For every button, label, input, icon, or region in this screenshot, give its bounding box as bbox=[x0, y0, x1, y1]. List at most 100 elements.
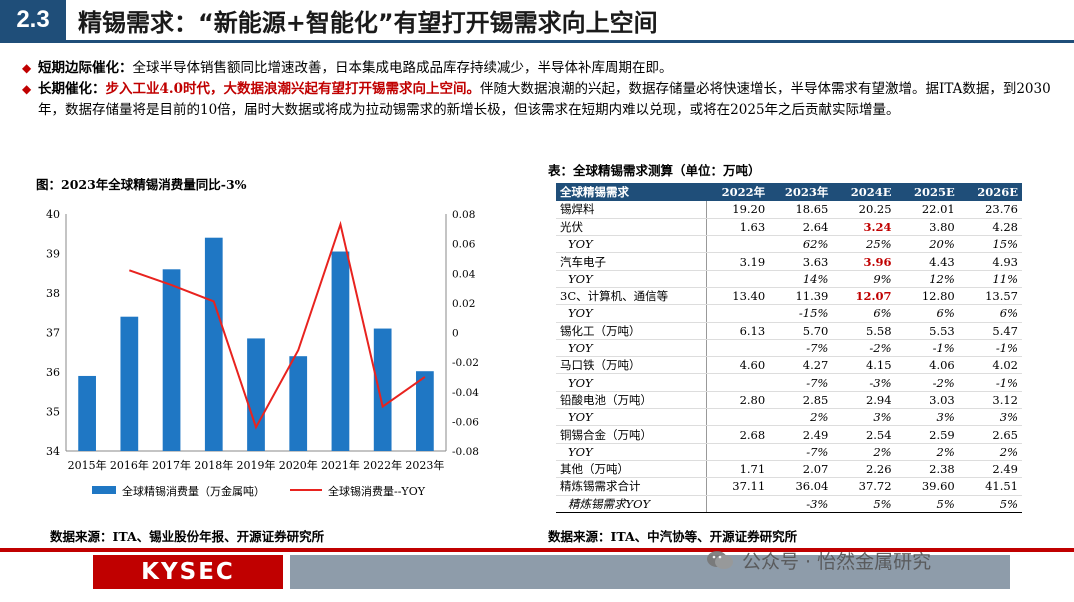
y-tick-label: 37 bbox=[46, 327, 60, 340]
table-cell: 41.51 bbox=[958, 477, 1022, 496]
table-cell: 5.70 bbox=[769, 322, 833, 340]
y-tick-label: 39 bbox=[46, 248, 60, 261]
row-label: YOY bbox=[556, 270, 707, 288]
table-cell: 2% bbox=[832, 443, 896, 461]
table-row: 精炼锡需求YOY -3% 5% 5% 5% bbox=[556, 495, 1022, 513]
table-row: 其他（万吨） 1.71 2.07 2.26 2.38 2.49 bbox=[556, 460, 1022, 479]
bar bbox=[331, 251, 350, 451]
row-label: 锡化工（万吨） bbox=[556, 322, 707, 340]
table-cell: 15% bbox=[958, 235, 1022, 254]
table-cell: -1% bbox=[958, 339, 1022, 358]
row-label: 铅酸电池（万吨） bbox=[556, 391, 707, 410]
table-cell: 12.80 bbox=[895, 287, 959, 306]
bullet-label: 长期催化： bbox=[38, 81, 106, 97]
table-cell: 18.65 bbox=[769, 201, 833, 219]
table-header-cell: 2026E bbox=[958, 183, 1022, 201]
table-cell: 2.68 bbox=[706, 425, 770, 444]
table-cell: 2.07 bbox=[769, 460, 833, 479]
row-label: 光伏 bbox=[556, 218, 707, 237]
y2-tick-label: 0 bbox=[452, 328, 459, 340]
table-cell: 20% bbox=[895, 235, 959, 254]
table-row: 汽车电子 3.19 3.63 3.96 4.43 4.93 bbox=[556, 252, 1022, 271]
table-header-cell: 2022年 bbox=[706, 183, 770, 201]
table-cell: 2.54 bbox=[832, 425, 896, 444]
table-cell: 5% bbox=[958, 495, 1022, 513]
table-source: 数据来源：ITA、中汽协等、开源证券研究所 bbox=[548, 529, 798, 544]
table-cell: 2.59 bbox=[895, 425, 959, 444]
table-cell: 2% bbox=[769, 408, 833, 427]
table-cell: 3.03 bbox=[895, 391, 959, 410]
table-cell: -1% bbox=[958, 373, 1022, 392]
watermark-text: 公众号 · 怡然金属研究 bbox=[742, 550, 932, 573]
table-cell: -3% bbox=[832, 373, 896, 392]
table-cell bbox=[706, 373, 770, 392]
bar bbox=[416, 371, 434, 451]
x-tick-label: 2017年 bbox=[152, 458, 191, 472]
table-cell: -7% bbox=[769, 443, 833, 461]
table-row: 光伏 1.63 2.64 3.24 3.80 4.28 bbox=[556, 218, 1022, 237]
y-tick-label: 35 bbox=[46, 406, 60, 419]
table-cell bbox=[706, 304, 770, 323]
table-cell: 4.02 bbox=[958, 356, 1022, 375]
chart-source: 数据来源：ITA、锡业股份年报、开源证券研究所 bbox=[50, 529, 325, 544]
row-label: 精炼锡需求YOY bbox=[556, 495, 707, 513]
row-label: 马口铁（万吨） bbox=[556, 356, 707, 375]
table-cell: 37.72 bbox=[832, 477, 896, 496]
bar bbox=[78, 375, 96, 451]
table-cell: 5.58 bbox=[832, 322, 896, 340]
consumption-chart: 34 35 36 37 38 39 40 -0.08 -0.06 -0.04 -0.02 0 0.02 0… bbox=[46, 208, 479, 498]
table-cell: 3% bbox=[958, 408, 1022, 427]
table-cell: 4.06 bbox=[895, 356, 959, 375]
bullet-label: 短期边际催化： bbox=[38, 60, 133, 76]
x-tick-label: 2020年 bbox=[279, 458, 318, 472]
table-row: YOY -7% 2% 2% 2% bbox=[556, 443, 1022, 461]
x-tick-label: 2021年 bbox=[321, 458, 360, 472]
bullet-highlight: 步入工业4.0时代，大数据浪潮兴起有望打开锡需求向上空间。 bbox=[105, 81, 481, 97]
row-label: YOY bbox=[556, 373, 707, 392]
bullet-short-term: ◆ 短期边际催化：全球半导体销售额同比增速改善，日本集成电路成品库存持续减少，半… bbox=[22, 58, 1052, 79]
table-cell: 6% bbox=[832, 304, 896, 323]
table-row: 锡化工（万吨） 6.13 5.70 5.58 5.53 5.47 bbox=[556, 322, 1022, 340]
table-cell: 3.19 bbox=[706, 252, 770, 271]
company-logo: KYSEC bbox=[93, 555, 283, 589]
bullet-long-term: ◆ 长期催化：步入工业4.0时代，大数据浪潮兴起有望打开锡需求向上空间。伴随大数… bbox=[22, 79, 1052, 121]
table-cell: 5.53 bbox=[895, 322, 959, 340]
table-cell: 2.38 bbox=[895, 460, 959, 479]
table-row: 马口铁（万吨） 4.60 4.27 4.15 4.06 4.02 bbox=[556, 356, 1022, 375]
table-cell: 37.11 bbox=[706, 477, 770, 496]
x-tick-label: 2016年 bbox=[110, 458, 149, 472]
table-row: 铜锡合金（万吨） 2.68 2.49 2.54 2.59 2.65 bbox=[556, 425, 1022, 444]
row-label: YOY bbox=[556, 235, 707, 254]
table-cell: 5% bbox=[832, 495, 896, 513]
row-label: 3C、计算机、通信等 bbox=[556, 287, 707, 306]
table-cell: 2% bbox=[895, 443, 959, 461]
bar bbox=[247, 338, 265, 451]
x-tick-label: 2023年 bbox=[405, 458, 444, 472]
table-cell: 2.49 bbox=[769, 425, 833, 444]
page-title: 精锡需求：“新能源+智能化”有望打开锡需求向上空间 bbox=[78, 8, 658, 37]
table-cell: 13.57 bbox=[958, 287, 1022, 306]
table-cell: 39.60 bbox=[895, 477, 959, 496]
table-cell: 4.60 bbox=[706, 356, 770, 375]
wechat-icon bbox=[707, 551, 733, 569]
table-cell: 13.40 bbox=[706, 287, 770, 306]
table-cell bbox=[706, 270, 770, 288]
y2-tick-label: -0.08 bbox=[452, 446, 479, 458]
x-tick-label: 2018年 bbox=[194, 458, 233, 472]
table-cell: 3.80 bbox=[895, 218, 959, 237]
table-cell: 12% bbox=[895, 270, 959, 288]
table-row: 3C、计算机、通信等 13.40 11.39 12.07 12.80 13.57 bbox=[556, 287, 1022, 306]
table-cell: 2% bbox=[958, 443, 1022, 461]
y-tick-label: 34 bbox=[46, 445, 60, 458]
row-label: YOY bbox=[556, 304, 707, 323]
bar bbox=[120, 316, 139, 451]
table-cell bbox=[706, 235, 770, 254]
bar bbox=[162, 269, 181, 451]
chart-title: 图：2023年全球精锡消费量同比-3% bbox=[36, 177, 247, 192]
table-header-cell: 2023年 bbox=[769, 183, 833, 201]
row-label: YOY bbox=[556, 443, 707, 461]
x-tick-label: 2022年 bbox=[363, 458, 402, 472]
yoy-line bbox=[129, 220, 426, 430]
table-cell: 14% bbox=[769, 270, 833, 288]
table-header-cell: 全球精锡需求 bbox=[556, 183, 706, 201]
